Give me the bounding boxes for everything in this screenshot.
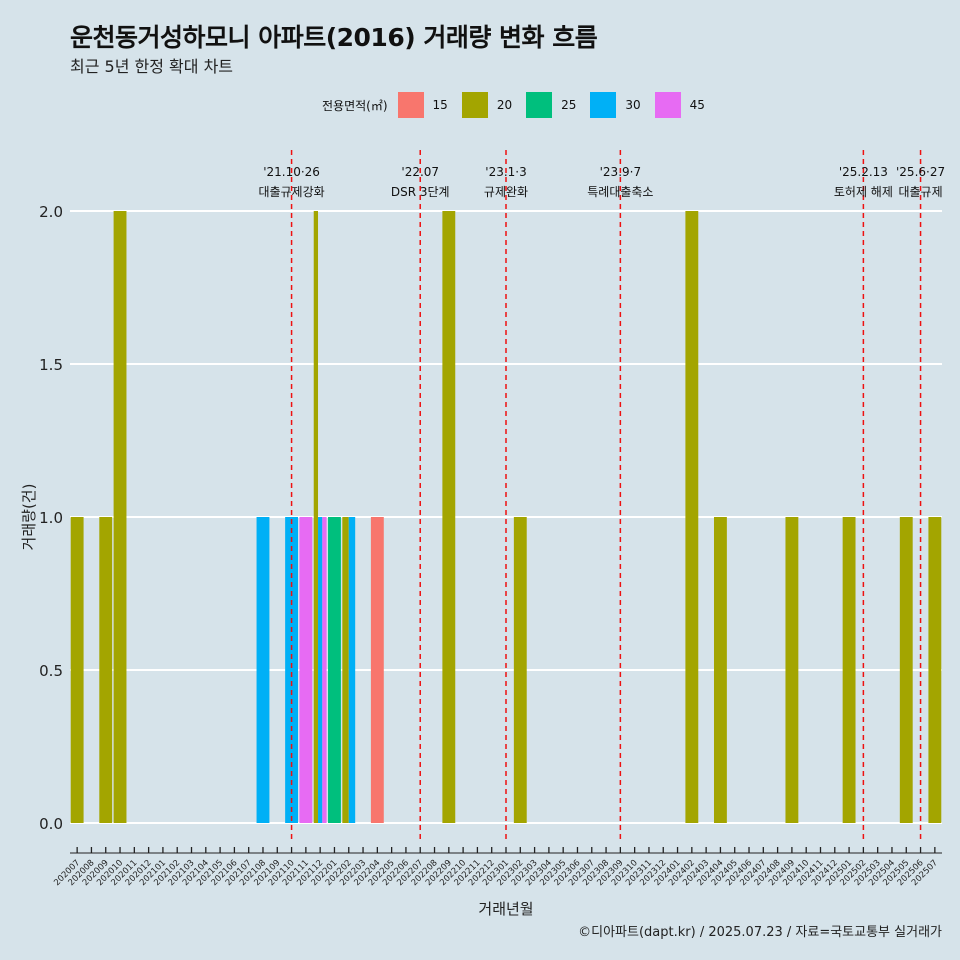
bar-202409-20 bbox=[785, 517, 799, 823]
bar-202111-45 bbox=[299, 517, 313, 823]
event-label: 대출규제 bbox=[898, 185, 942, 199]
legend: 전용면적(㎡) 15 20 25 30 45 bbox=[322, 92, 719, 118]
source-caption: ©디아파트(dapt.kr) / 2025.07.23 / 자료=국토교통부 실… bbox=[578, 925, 942, 940]
event-label: 규제완화 bbox=[484, 185, 528, 199]
event-date: '21.10·26 bbox=[263, 165, 320, 179]
legend-swatch-15 bbox=[397, 92, 424, 118]
chart-subtitle: 최근 5년 한정 확대 차트 bbox=[70, 57, 234, 76]
bar-202007-20 bbox=[70, 517, 84, 823]
event-label: 토허제 해제 bbox=[834, 185, 893, 199]
bar-202112-30 bbox=[318, 517, 323, 823]
bar-202202-20 bbox=[342, 517, 349, 823]
event-date: '23.9·7 bbox=[600, 165, 641, 179]
y-tick-label: 1.0 bbox=[39, 509, 63, 527]
event-date: '25.6·27 bbox=[896, 165, 945, 179]
bar-202201-25 bbox=[328, 517, 341, 823]
y-axis-title: 거래량(건) bbox=[20, 484, 38, 551]
y-tick-label: 1.5 bbox=[39, 356, 63, 374]
legend-item-45: 45 bbox=[654, 92, 705, 118]
legend-item-20: 20 bbox=[461, 92, 513, 118]
bar-202204-15 bbox=[370, 517, 384, 823]
bar-202110-30 bbox=[285, 517, 299, 823]
legend-swatch-45 bbox=[654, 92, 681, 118]
bar-202507-20 bbox=[928, 517, 942, 823]
bar-202404-20 bbox=[713, 517, 727, 823]
x-axis-title: 거래년월 bbox=[478, 900, 533, 918]
legend-swatch-30 bbox=[590, 92, 617, 118]
legend-label-15: 15 bbox=[432, 98, 448, 112]
bar-202009-20 bbox=[99, 517, 113, 823]
event-label: 특례대출축소 bbox=[587, 185, 653, 199]
legend-item-15: 15 bbox=[397, 92, 448, 118]
bar-202112-20 bbox=[313, 211, 319, 823]
bar-202202-30 bbox=[348, 517, 356, 823]
event-date: '22.07 bbox=[401, 165, 439, 179]
bar-202209-20 bbox=[442, 211, 456, 823]
event-date: '23.1·3 bbox=[485, 165, 526, 179]
legend-item-25: 25 bbox=[526, 92, 576, 118]
event-date: '25.2.13 bbox=[839, 165, 888, 179]
bar-202501-20 bbox=[842, 517, 856, 823]
bar-202505-20 bbox=[899, 517, 913, 823]
legend-label-20: 20 bbox=[496, 98, 513, 112]
legend-label-45: 45 bbox=[689, 98, 705, 112]
event-label: DSR 3단계 bbox=[391, 185, 450, 199]
bar-202302-20 bbox=[513, 517, 527, 823]
event-label: 대출규제강화 bbox=[258, 185, 324, 199]
chart-title: 운천동거성하모니 아파트(2016) 거래량 변화 흐름 bbox=[70, 23, 598, 52]
legend-label-25: 25 bbox=[561, 98, 577, 112]
y-tick-label: 2.0 bbox=[39, 203, 63, 221]
y-tick-label: 0.0 bbox=[39, 815, 63, 833]
bar-202010-20 bbox=[113, 211, 127, 823]
legend-swatch-20 bbox=[461, 92, 488, 118]
legend-title: 전용면적(㎡) bbox=[322, 98, 388, 113]
legend-label-30: 30 bbox=[625, 98, 641, 112]
legend-item-30: 30 bbox=[590, 92, 641, 118]
bar-202402-20 bbox=[685, 211, 699, 823]
bar-202108-30 bbox=[256, 517, 270, 823]
legend-swatch-25 bbox=[526, 92, 553, 118]
bar-202112-45 bbox=[322, 517, 327, 823]
y-tick-label: 0.5 bbox=[39, 662, 63, 680]
